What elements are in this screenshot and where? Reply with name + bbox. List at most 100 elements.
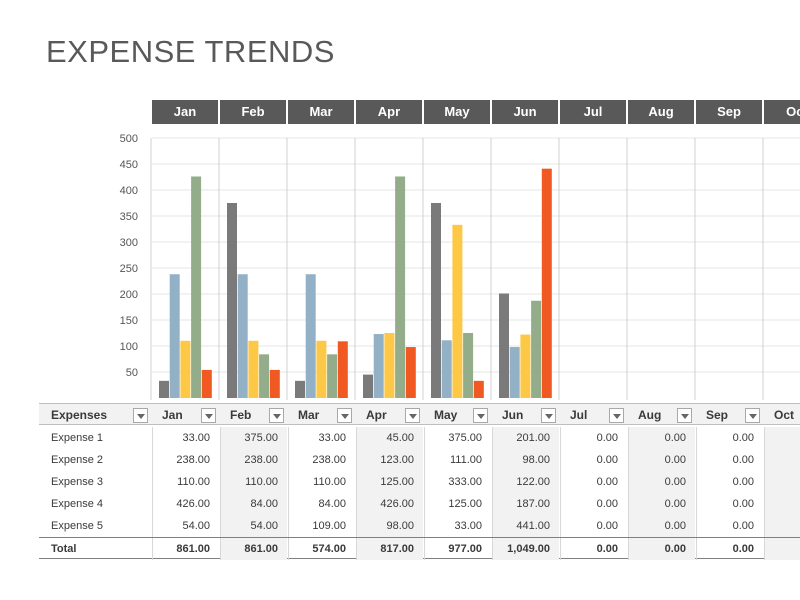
cell-background: [356, 427, 423, 449]
bar-expense-1-feb: [227, 203, 237, 398]
bar-expense-3-mar: [316, 340, 327, 398]
cell-background: [696, 471, 763, 493]
month-header-jul: Jul: [560, 100, 626, 124]
y-tick-label: 300: [120, 237, 138, 249]
cell-background: [628, 427, 695, 449]
cell-background: [424, 515, 491, 537]
row-label: Expense 2: [51, 454, 103, 466]
table-header-row: Expenses Jan Feb Mar Apr May Jun Jul Aug Sep Oct: [39, 403, 800, 425]
table-cell: 125.00: [448, 498, 482, 510]
column-header-apr: Apr: [366, 408, 387, 422]
table-cell: 33.00: [182, 432, 210, 444]
filter-dropdown-button[interactable]: [677, 408, 692, 423]
month-header-feb: Feb: [220, 100, 286, 124]
bar-expense-5-jan: [201, 369, 212, 398]
total-row: Total 861.00 861.00 574.00 817.00 977.00 1,049…: [39, 537, 800, 560]
bar-expense-3-jun: [520, 334, 531, 398]
cell-background: [152, 493, 219, 515]
bar-expense-4-may: [463, 333, 474, 398]
table-cell: 375.00: [244, 432, 278, 444]
table-cell: 98.00: [386, 520, 414, 532]
bar-expense-4-jan: [191, 176, 202, 398]
table-cell: 45.00: [386, 432, 414, 444]
table-cell: 238.00: [244, 454, 278, 466]
cell-background: [696, 493, 763, 515]
cell-background: [220, 427, 287, 449]
row-label: Total: [51, 543, 77, 555]
filter-dropdown-button[interactable]: [269, 408, 284, 423]
table-cell: 375.00: [448, 432, 482, 444]
table-cell: 0.00: [596, 520, 618, 532]
bar-expense-5-mar: [337, 341, 348, 398]
cell-background: [220, 493, 287, 515]
filter-dropdown-button[interactable]: [745, 408, 760, 423]
table-cell: 426.00: [176, 498, 210, 510]
cell-background: [424, 538, 491, 560]
y-tick-label: 350: [120, 211, 138, 223]
table-cell: 0.00: [732, 543, 754, 555]
cell-background: [696, 427, 763, 449]
table-cell: 54.00: [182, 520, 210, 532]
cell-background: [220, 449, 287, 471]
table-row: Expense 4 426.00 84.00 84.00 426.00 125.00 187…: [39, 493, 800, 515]
bar-expense-2-jun: [509, 347, 520, 398]
cell-background: [764, 427, 800, 449]
column-header-sep: Sep: [706, 408, 729, 422]
table-cell: 122.00: [516, 476, 550, 488]
filter-dropdown-button[interactable]: [473, 408, 488, 423]
column-header-jul: Jul: [570, 408, 588, 422]
filter-dropdown-button[interactable]: [201, 408, 216, 423]
cell-background: [424, 493, 491, 515]
table-cell: 0.00: [664, 432, 686, 444]
page-title: EXPENSE TRENDS: [46, 34, 335, 69]
filter-dropdown-button[interactable]: [541, 408, 556, 423]
table-cell: 0.00: [732, 476, 754, 488]
cell-background: [628, 471, 695, 493]
table-cell: 0.00: [596, 454, 618, 466]
table-cell: 33.00: [454, 520, 482, 532]
table-cell: 84.00: [250, 498, 278, 510]
cell-background: [492, 427, 559, 449]
table-cell: 111.00: [449, 454, 482, 466]
bar-expense-3-jan: [180, 340, 191, 398]
filter-dropdown-button[interactable]: [405, 408, 420, 423]
table-cell: 426.00: [380, 498, 414, 510]
bar-expense-3-feb: [248, 340, 259, 398]
cell-background: [152, 449, 219, 471]
y-tick-label: 450: [120, 159, 138, 171]
bar-expense-4-apr: [395, 176, 406, 398]
table-cell: 110.00: [177, 476, 210, 488]
bar-expense-1-jan: [159, 380, 169, 398]
column-header-mar: Mar: [298, 408, 320, 422]
cell-background: [628, 493, 695, 515]
month-header-aug: Aug: [628, 100, 694, 124]
table-cell: 441.00: [516, 520, 550, 532]
cell-background: [152, 471, 219, 493]
bar-expense-3-may: [452, 224, 463, 398]
filter-dropdown-button[interactable]: [337, 408, 352, 423]
month-header-sep: Sep: [696, 100, 762, 124]
table-cell: 187.00: [516, 498, 550, 510]
bar-expense-2-jan: [169, 274, 180, 398]
filter-dropdown-button[interactable]: [609, 408, 624, 423]
month-header-jan: Jan: [152, 100, 218, 124]
cell-background: [356, 493, 423, 515]
cell-background: [492, 538, 559, 560]
column-header-jan: Jan: [162, 408, 183, 422]
table-cell: 0.00: [732, 432, 754, 444]
table-cell: 574.00: [312, 543, 346, 555]
table-cell: 0.00: [664, 454, 686, 466]
table-cell: 0.00: [664, 543, 686, 555]
cell-background: [696, 515, 763, 537]
cell-background: [492, 493, 559, 515]
table-cell: 238.00: [176, 454, 210, 466]
y-tick-label: 500: [120, 133, 138, 145]
cell-background: [560, 493, 627, 515]
cell-background: [424, 427, 491, 449]
cell-background: [288, 449, 355, 471]
filter-dropdown-button[interactable]: [133, 408, 148, 423]
table-cell: 817.00: [380, 543, 414, 555]
table-cell: 238.00: [312, 454, 346, 466]
bar-expense-2-may: [441, 340, 452, 398]
cell-background: [288, 471, 355, 493]
